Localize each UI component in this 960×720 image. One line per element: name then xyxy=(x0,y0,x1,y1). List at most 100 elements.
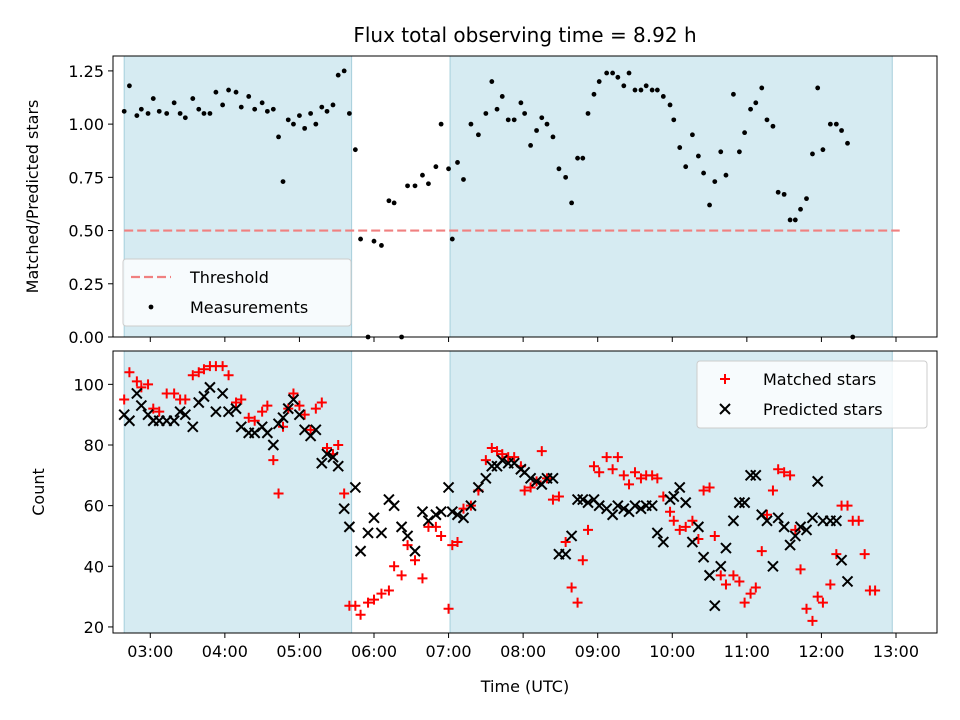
matched-point-95 xyxy=(687,515,698,526)
measurement-point-75 xyxy=(575,155,580,161)
measurement-point-16 xyxy=(220,102,226,108)
measurement-point-87 xyxy=(643,83,649,89)
predicted-point-86 xyxy=(635,502,647,515)
matched-point-102 xyxy=(728,570,739,581)
measurement-point-104 xyxy=(742,130,748,136)
measurement-point-52 xyxy=(438,121,444,127)
measurement-point-17 xyxy=(226,87,231,93)
matched-point-10 xyxy=(180,394,191,405)
measurement-point-34 xyxy=(324,108,330,114)
matched-point-75 xyxy=(572,597,583,608)
measurement-point-69 xyxy=(539,115,545,121)
predicted-point-75 xyxy=(571,493,584,506)
matched-point-81 xyxy=(607,464,618,475)
matched-point-47 xyxy=(402,540,413,551)
predicted-point-120 xyxy=(830,515,843,527)
measurement-point-2 xyxy=(134,113,140,119)
measurement-point-113 xyxy=(792,217,798,223)
predicted-point-35 xyxy=(327,451,339,463)
matched-point-82 xyxy=(612,452,623,463)
measurement-point-27 xyxy=(285,117,291,123)
measurement-point-53 xyxy=(446,166,451,172)
y-tick-label-top-1: 0.25 xyxy=(68,275,104,294)
matched-point-89 xyxy=(652,473,663,484)
measurement-point-101 xyxy=(723,172,729,178)
predicted-point-25 xyxy=(272,418,285,430)
chart-title: Flux total observing time = 8.92 h xyxy=(353,23,696,47)
y-axis-label-top: Matched/Predicted stars xyxy=(23,100,42,294)
measurement-point-8 xyxy=(171,100,177,106)
legend-label-matched: Matched stars xyxy=(763,370,876,389)
y-axis-label-bottom: Count xyxy=(29,468,48,516)
predicted-point-38 xyxy=(343,521,356,533)
predicted-point-54 xyxy=(446,506,459,518)
predicted-point-79 xyxy=(593,499,605,512)
matched-point-105 xyxy=(745,588,756,599)
predicted-point-39 xyxy=(349,481,362,494)
matched-point-107 xyxy=(756,546,767,557)
measurement-point-63 xyxy=(505,117,511,123)
matched-point-33 xyxy=(316,397,327,408)
predicted-point-59 xyxy=(480,472,492,485)
measurement-point-76 xyxy=(580,155,586,161)
matched-point-110 xyxy=(773,464,784,475)
matched-point-84 xyxy=(624,479,635,490)
matched-point-22 xyxy=(257,406,268,417)
measurement-point-4 xyxy=(145,111,151,116)
measurement-point-37 xyxy=(341,68,347,74)
matched-point-100 xyxy=(715,570,726,581)
predicted-point-48 xyxy=(409,545,421,557)
matched-point-6 xyxy=(154,406,165,417)
matched-point-69 xyxy=(536,446,547,457)
matched-point-67 xyxy=(525,482,536,493)
predicted-point-109 xyxy=(767,560,779,572)
y-tick-label-top-2: 0.50 xyxy=(68,222,104,241)
predicted-point-57 xyxy=(465,499,477,512)
measurement-point-120 xyxy=(833,121,839,127)
matched-point-120 xyxy=(831,549,842,560)
measurement-point-48 xyxy=(412,183,418,189)
matched-point-51 xyxy=(430,521,441,532)
predicted-point-116 xyxy=(806,512,819,524)
measurement-point-55 xyxy=(455,160,460,165)
measurement-point-49 xyxy=(420,172,425,178)
predicted-point-27 xyxy=(282,402,294,415)
measurement-point-1 xyxy=(127,83,132,89)
ratio-panel: 0.00 0.25 0.50 0.75 1.00 1.25 Matched/Predicte… xyxy=(23,55,938,347)
matched-point-13 xyxy=(198,364,209,375)
matched-point-94 xyxy=(680,521,691,532)
measurement-point-0 xyxy=(121,108,127,114)
measurement-point-71 xyxy=(550,134,556,140)
predicted-point-28 xyxy=(287,393,300,406)
predicted-point-111 xyxy=(778,521,790,533)
matched-point-18 xyxy=(231,397,242,408)
measurement-point-99 xyxy=(712,179,718,184)
predicted-point-100 xyxy=(715,560,727,572)
matched-point-29 xyxy=(294,400,305,411)
measurement-point-36 xyxy=(335,72,341,78)
measurement-point-18 xyxy=(233,89,239,95)
predicted-point-85 xyxy=(629,499,641,512)
matched-point-103 xyxy=(734,576,745,587)
observing-interval-top-1 xyxy=(449,55,893,338)
matched-point-31 xyxy=(305,424,316,435)
count-panel: 20 40 60 80 100 Count 03:00 04:00 05:00 06:00 07:0… xyxy=(29,350,938,661)
matched-point-91 xyxy=(665,506,676,517)
predicted-point-110 xyxy=(772,512,784,524)
measurement-point-67 xyxy=(528,143,533,148)
predicted-point-32 xyxy=(310,424,322,436)
matched-point-25 xyxy=(273,488,284,499)
predicted-point-17 xyxy=(222,405,235,418)
matched-point-49 xyxy=(417,573,428,584)
matched-point-104 xyxy=(739,597,750,608)
matched-point-53 xyxy=(443,603,454,614)
predicted-point-89 xyxy=(651,527,664,539)
matched-point-64 xyxy=(509,452,520,463)
matched-point-59 xyxy=(480,455,491,466)
measurement-point-3 xyxy=(138,106,144,112)
matched-point-88 xyxy=(647,470,658,481)
matched-point-66 xyxy=(519,485,530,496)
measurement-point-7 xyxy=(164,111,170,116)
measurement-point-19 xyxy=(238,104,244,110)
predicted-point-52 xyxy=(435,506,447,518)
